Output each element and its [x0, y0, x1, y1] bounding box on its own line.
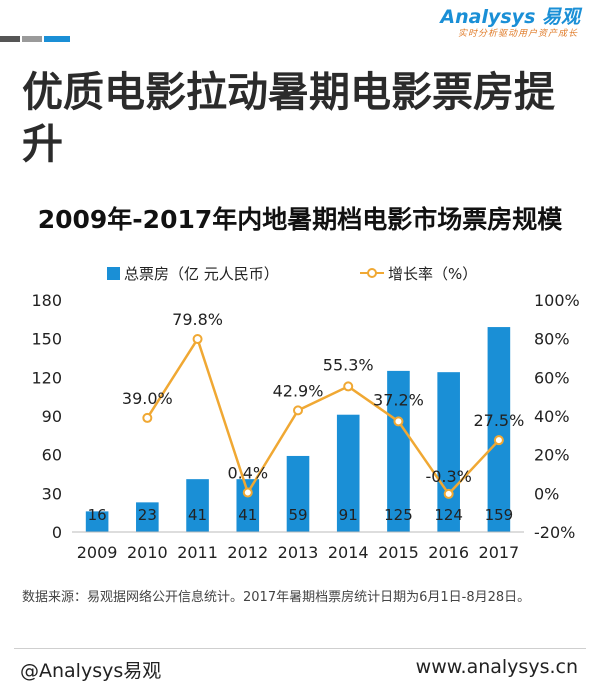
y-right-tick-label: 40% [534, 407, 570, 426]
legend-bar-label: 总票房（亿 元人民币） [124, 265, 279, 283]
logo-wordmark: Analysys 易观 [440, 6, 580, 28]
bar-value-label: 91 [339, 506, 358, 524]
x-tick-label: 2011 [177, 543, 218, 562]
growth-rate-label: 42.9% [273, 381, 324, 400]
bar-value-label: 125 [384, 506, 413, 524]
growth-rate-point [393, 416, 404, 427]
bar-value-label: 23 [138, 506, 157, 524]
growth-rate-label: 27.5% [473, 411, 524, 430]
accent-bar-dark [0, 36, 20, 42]
bar [85, 511, 109, 532]
growth-rate-label: 79.8% [172, 310, 223, 329]
analysys-logo: Analysys 易观 实时分析驱动用户资产成长 [420, 2, 580, 42]
x-tick-label: 2014 [328, 543, 369, 562]
growth-rate-line [146, 336, 500, 496]
bar [387, 370, 410, 532]
legend-line-label: 增长率（%） [388, 265, 477, 283]
y-right-tick-label: 60% [534, 368, 570, 387]
y-left-tick-label: 180 [31, 291, 62, 310]
bar [437, 372, 460, 532]
y-right-tick-label: 80% [534, 330, 570, 349]
x-tick-label: 2016 [428, 543, 469, 562]
y-left-tick-label: 0 [52, 523, 62, 542]
x-tick-label: 2013 [278, 543, 319, 562]
legend-bar-swatch [107, 267, 120, 280]
y-left-tick-label: 120 [31, 368, 62, 387]
footer-divider [14, 648, 586, 649]
y-left-tick-label: 150 [31, 330, 62, 349]
bar [487, 327, 511, 532]
growth-rate-label: -0.3% [425, 467, 471, 486]
accent-bar-gray [22, 36, 42, 42]
source-note: 数据来源：易观据网络公开信息统计。2017年暑期档票房统计日期为6月1日-8月2… [22, 590, 531, 605]
legend-line-marker [367, 268, 377, 278]
header-accent-bars [0, 36, 70, 42]
bar [136, 502, 159, 532]
footer-brand: @Analysys易观 [20, 660, 162, 682]
growth-rate-label: 39.0% [122, 389, 173, 408]
page-headline: 优质电影拉动暑期电影票房提升 [22, 68, 555, 168]
bar-value-label: 41 [238, 506, 257, 524]
bar-value-label: 59 [288, 506, 307, 524]
x-tick-label: 2009 [77, 543, 118, 562]
y-left-tick-label: 60 [42, 446, 62, 465]
growth-rate-label: 37.2% [373, 390, 424, 409]
growth-rate-point [242, 487, 253, 498]
x-tick-label: 2015 [378, 543, 419, 562]
growth-rate-label: 55.3% [323, 355, 374, 374]
bar-value-label: 41 [188, 506, 207, 524]
growth-rate-point [443, 488, 454, 499]
logo-tagline: 实时分析驱动用户资产成长 [457, 29, 578, 39]
footer-website: www.analysys.cn [415, 656, 578, 678]
bar-value-label: 16 [88, 506, 107, 524]
bar [236, 479, 260, 532]
y-right-tick-label: -20% [534, 523, 575, 542]
y-left-tick-label: 30 [42, 484, 62, 503]
bar [336, 414, 360, 532]
growth-rate-point [293, 405, 303, 416]
y-right-tick-label: 0% [534, 484, 559, 503]
x-tick-label: 2010 [127, 543, 168, 562]
growth-rate-label: 0.4% [227, 464, 268, 483]
box-office-chart: 总票房（亿 元人民币） 增长率（%） 0 30 60 90 120 150 180 -20% 0% 2… [31, 265, 580, 562]
growth-rate-point [192, 334, 203, 345]
bar [286, 455, 310, 532]
bar-value-label: 124 [434, 506, 463, 524]
growth-rate-point [142, 412, 153, 423]
x-tick-label: 2017 [479, 543, 520, 562]
accent-bar-blue [44, 36, 70, 42]
growth-rate-point [493, 435, 504, 446]
bar-value-label: 159 [485, 506, 514, 524]
y-left-tick-label: 90 [42, 407, 62, 426]
chart-title: 2009年-2017年内地暑期档电影市场票房规模 [37, 205, 563, 234]
y-right-tick-label: 20% [534, 446, 570, 465]
logo-text: Analysys 易观 [440, 2, 580, 29]
y-right-tick-label: 100% [534, 291, 580, 310]
growth-rate-point [343, 381, 354, 392]
bar [186, 479, 209, 532]
x-tick-label: 2012 [227, 543, 268, 562]
